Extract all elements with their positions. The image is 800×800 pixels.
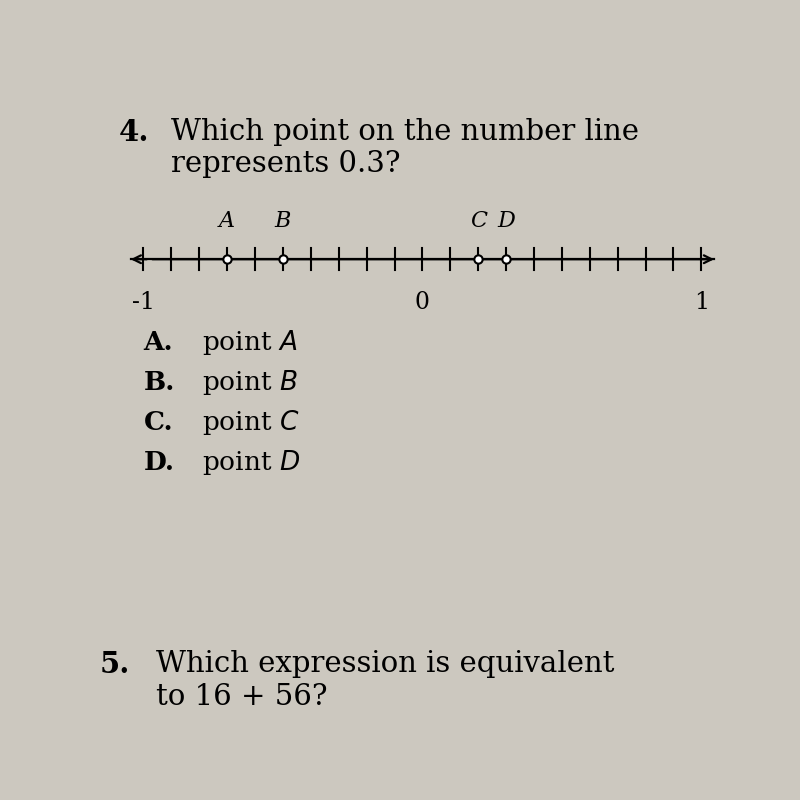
Text: -1: -1 [132, 291, 155, 314]
Text: A: A [219, 210, 235, 231]
Text: 1: 1 [694, 291, 709, 314]
Text: C: C [470, 210, 486, 231]
Text: 5.: 5. [100, 650, 130, 679]
Text: A.: A. [143, 330, 173, 355]
Text: point $A$: point $A$ [202, 328, 298, 357]
Text: 0: 0 [415, 291, 430, 314]
Text: D.: D. [143, 450, 174, 475]
Text: Which expression is equivalent
to 16 + 56?: Which expression is equivalent to 16 + 5… [156, 650, 614, 711]
Text: point $B$: point $B$ [202, 368, 298, 397]
Text: point $D$: point $D$ [202, 448, 301, 477]
Text: D: D [497, 210, 515, 231]
Text: Which point on the number line
represents 0.3?: Which point on the number line represent… [171, 118, 639, 178]
Text: point $C$: point $C$ [202, 408, 300, 437]
Text: 4.: 4. [118, 118, 149, 146]
Text: B.: B. [143, 370, 174, 395]
Text: B: B [274, 210, 291, 231]
Text: C.: C. [143, 410, 173, 435]
